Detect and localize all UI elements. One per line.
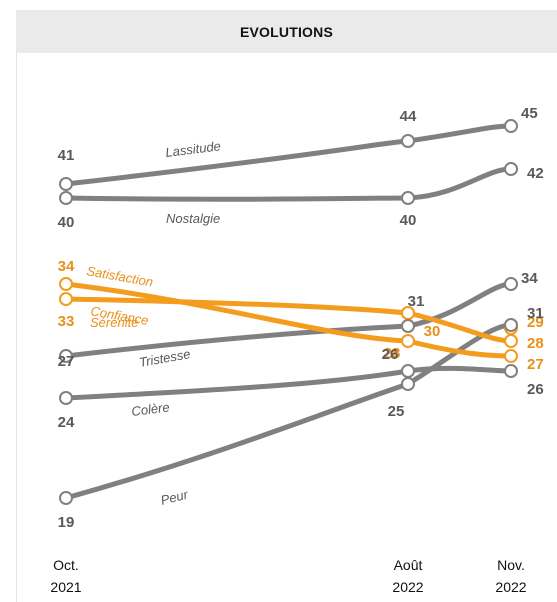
- marker-peur-1: [401, 377, 415, 391]
- x-tick-label-2-line1: Nov.: [497, 557, 525, 573]
- marker-colere-1: [401, 364, 415, 378]
- x-tick-label-2-line2: 2022: [495, 579, 526, 595]
- line-lassitude: [63, 123, 514, 187]
- marker-confiance-2: [504, 334, 518, 348]
- marker-peur-2: [504, 318, 518, 332]
- value-label-confiance-0: 33: [58, 313, 75, 330]
- value-label-colere-1: 26: [382, 346, 399, 363]
- x-tick-label-1-line2: 2022: [392, 579, 423, 595]
- value-label-tristesse-2: 34: [521, 270, 538, 287]
- series-label-colere: Colère: [131, 399, 171, 419]
- series-label-tristesse: Tristesse: [138, 346, 192, 370]
- value-label-confiance-1: 30: [424, 323, 441, 340]
- marker-colere-2: [504, 364, 518, 378]
- marker-nostalgie-0: [59, 191, 73, 205]
- value-label-colere-2: 26: [527, 381, 544, 398]
- marker-colere-0: [59, 391, 73, 405]
- marker-lassitude-0: [59, 177, 73, 191]
- chart-title-bar: EVOLUTIONS: [16, 10, 557, 53]
- value-label-lassitude-1: 44: [400, 108, 417, 125]
- marker-satisfaction-0: [59, 277, 73, 291]
- marker-nostalgie-2: [504, 162, 518, 176]
- value-labels-layer: 41 44 45 40 40 42 34 28 27 33 30 28 29 27 31 34 24 26 26 19…: [58, 105, 544, 531]
- line-nostalgie: [63, 166, 514, 202]
- marker-tristesse-1: [401, 319, 415, 333]
- markers-layer: [59, 119, 518, 505]
- gray-lines-layer: [63, 123, 514, 501]
- marker-lassitude-2: [504, 119, 518, 133]
- value-label-lassitude-0: 41: [58, 147, 75, 164]
- value-label-nostalgie-2: 42: [527, 165, 544, 182]
- line-confiance: [63, 296, 514, 344]
- series-label-lassitude: Lassitude: [165, 138, 222, 160]
- x-tick-label-0-line1: Oct.: [53, 557, 79, 573]
- marker-peur-0: [59, 491, 73, 505]
- value-label-lassitude-2: 45: [521, 105, 538, 122]
- value-label-tristesse-0: 27: [58, 353, 75, 370]
- x-tick-label-1-line1: Août: [394, 557, 423, 573]
- marker-tristesse-2: [504, 277, 518, 291]
- value-label-peur-2: 31: [527, 305, 544, 322]
- line-colere: [63, 365, 514, 401]
- marker-tristesse-0: [59, 349, 73, 363]
- value-label-satisfaction-2: 27: [527, 356, 544, 373]
- value-label-peur-1: 25: [388, 403, 405, 420]
- value-label-satisfaction-0: 34: [58, 258, 75, 275]
- series-labels-layer: LassitudeNostalgieSatisfactionConfianceS…: [85, 138, 221, 508]
- orange-lines-layer: [63, 281, 514, 359]
- marker-confiance-0: [59, 292, 73, 306]
- value-label-nostalgie-1: 40: [400, 212, 417, 229]
- line-tristesse: [63, 281, 514, 359]
- marker-satisfaction-1: [401, 334, 415, 348]
- value-label-serenite-2: 29: [527, 314, 544, 331]
- series-label-peur: Peur: [159, 487, 190, 508]
- value-label-peur-0: 19: [58, 514, 75, 531]
- value-label-colere-0: 24: [58, 414, 75, 431]
- marker-nostalgie-1: [401, 191, 415, 205]
- value-label-nostalgie-0: 40: [58, 214, 75, 231]
- line-peur: [63, 322, 514, 501]
- value-label-tristesse-1: 31: [408, 293, 425, 310]
- chart-title: EVOLUTIONS: [239, 23, 333, 40]
- marker-satisfaction-2: [504, 349, 518, 363]
- series-label-nostalgie: Nostalgie: [166, 211, 220, 226]
- marker-lassitude-1: [401, 134, 415, 148]
- value-label-confiance-2: 28: [527, 335, 544, 352]
- x-axis-ticks: Oct. 2021 Août 2022 Nov. 2022: [50, 557, 526, 595]
- value-label-satisfaction-1: 28: [384, 345, 401, 362]
- series-label-serenite: Sérénité: [90, 315, 138, 330]
- x-tick-label-0-line2: 2021: [50, 579, 81, 595]
